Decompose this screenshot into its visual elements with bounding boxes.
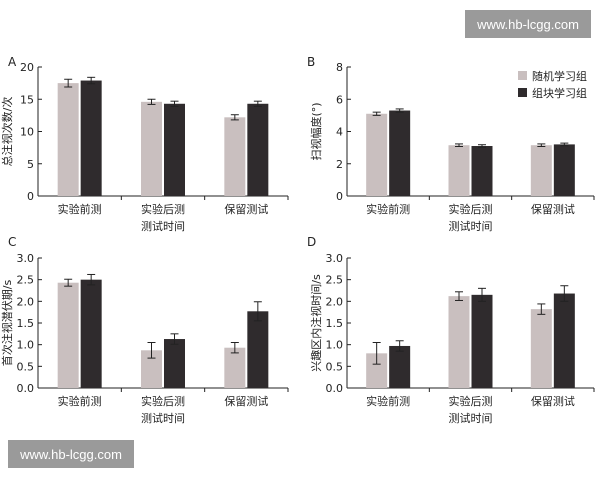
chart-a-y-tick-label: 10 — [20, 126, 34, 139]
chart-d-bar-block — [553, 293, 575, 388]
chart-c-y-tick-label: 1.0 — [17, 339, 35, 352]
chart-b-bar-block — [553, 144, 575, 196]
chart-d-x-tick-label: 测试时间 — [449, 412, 493, 425]
chart-b-y-tick-label: 4 — [336, 126, 343, 139]
chart-c-bar-random — [57, 282, 79, 388]
chart-a-x-tick-label: 保留测试 — [224, 202, 268, 216]
chart-c-y-tick-label: 2.0 — [17, 295, 35, 308]
chart-d-y-tick-label: 1.5 — [326, 317, 344, 330]
chart-d-bar-random — [366, 353, 388, 388]
chart-b-y-tick-label: 0 — [336, 190, 343, 203]
chart-c-x-tick-label: 实验后测 — [141, 394, 185, 408]
chart-b-bar-block — [471, 146, 493, 196]
chart-b-y-tick-label: 8 — [336, 61, 343, 74]
chart-d-bar-block — [389, 345, 411, 388]
chart-c-bar-block — [164, 339, 185, 388]
chart-b-y-tick-label: 2 — [336, 158, 343, 171]
chart-d-bar-random — [448, 296, 470, 388]
chart-a-bar-random — [224, 117, 246, 196]
watermark-bottom: www.hb-lcgg.com — [8, 440, 134, 468]
chart-c-y-tick-label: 0.5 — [17, 360, 35, 373]
chart-c-y-tick-label: 3.0 — [17, 252, 35, 265]
chart-d-y-tick-label: 0.0 — [326, 382, 344, 395]
legend-swatch-random — [518, 71, 527, 80]
chart-c-bar-block — [80, 279, 102, 388]
chart-a-bar-random — [57, 83, 79, 196]
chart-d-y-tick-label: 2.5 — [326, 274, 344, 287]
chart-c-bar-random — [224, 347, 246, 388]
chart-d-bar-random — [530, 309, 552, 388]
chart-a-x-tick-label: 测试时间 — [141, 220, 185, 233]
chart-d-bar-block — [471, 294, 493, 388]
chart-c-y-tick-label: 1.5 — [17, 317, 35, 330]
chart-b-x-tick-label: 实验前测 — [366, 202, 410, 216]
chart-a-y-tick-label: 20 — [20, 61, 34, 74]
chart-c-y-tick-label: 2.5 — [17, 274, 35, 287]
chart-c-y-axis-title: 首次注视潜伏期/s — [0, 280, 14, 367]
chart-b-x-tick-label: 保留测试 — [531, 202, 575, 216]
legend-swatch-block — [518, 88, 527, 97]
chart-c-x-tick-label: 测试时间 — [141, 412, 185, 425]
chart-c-bar-random — [141, 350, 162, 388]
legend-label-random: 随机学习组 — [532, 69, 587, 83]
chart-a-y-tick-label: 0 — [27, 190, 34, 203]
chart-d-panel-label: D — [307, 235, 316, 249]
chart-c-panel-label: C — [8, 235, 16, 249]
chart-b-panel-label: B — [307, 55, 315, 69]
chart-a-bar-block — [164, 103, 185, 196]
chart-a-bar-random — [141, 101, 162, 196]
chart-b-bar-random — [366, 113, 388, 196]
chart-a-panel-label: A — [8, 55, 17, 69]
chart-b-bar-random — [448, 145, 470, 196]
chart-b-bar-random — [530, 145, 552, 196]
legend-label-block: 组块学习组 — [532, 86, 587, 100]
chart-b-y-axis-title: 扫视幅度(°) — [309, 102, 323, 160]
chart-a-y-tick-label: 15 — [20, 93, 34, 106]
watermark-top: www.hb-lcgg.com — [465, 10, 591, 38]
chart-a-x-tick-label: 实验后测 — [141, 202, 185, 216]
chart-a-x-tick-label: 实验前测 — [58, 202, 102, 216]
chart-d-x-tick-label: 保留测试 — [531, 394, 575, 408]
chart-d-y-tick-label: 3.0 — [326, 252, 344, 265]
chart-a-y-tick-label: 5 — [27, 158, 34, 171]
chart-c-x-tick-label: 保留测试 — [224, 394, 268, 408]
chart-c-bar-block — [247, 311, 269, 388]
chart-d-x-tick-label: 实验前测 — [366, 394, 410, 408]
chart-b-bar-block — [389, 110, 411, 196]
chart-d-x-tick-label: 实验后测 — [449, 394, 493, 408]
chart-a-y-axis-title: 总注视次数/次 — [0, 97, 14, 167]
chart-a-bar-block — [247, 103, 269, 196]
chart-c-y-tick-label: 0.0 — [17, 382, 35, 395]
chart-b-x-tick-label: 测试时间 — [449, 220, 493, 233]
chart-d-y-axis-title: 兴趣区内注视时间/s — [309, 274, 323, 372]
chart-c-x-tick-label: 实验前测 — [58, 394, 102, 408]
chart-a-bar-block — [80, 80, 102, 196]
chart-b-y-tick-label: 6 — [336, 93, 343, 106]
chart-d-y-tick-label: 2.0 — [326, 295, 344, 308]
chart-d-y-tick-label: 1.0 — [326, 339, 344, 352]
chart-d-y-tick-label: 0.5 — [326, 360, 344, 373]
chart-b-x-tick-label: 实验后测 — [449, 202, 493, 216]
